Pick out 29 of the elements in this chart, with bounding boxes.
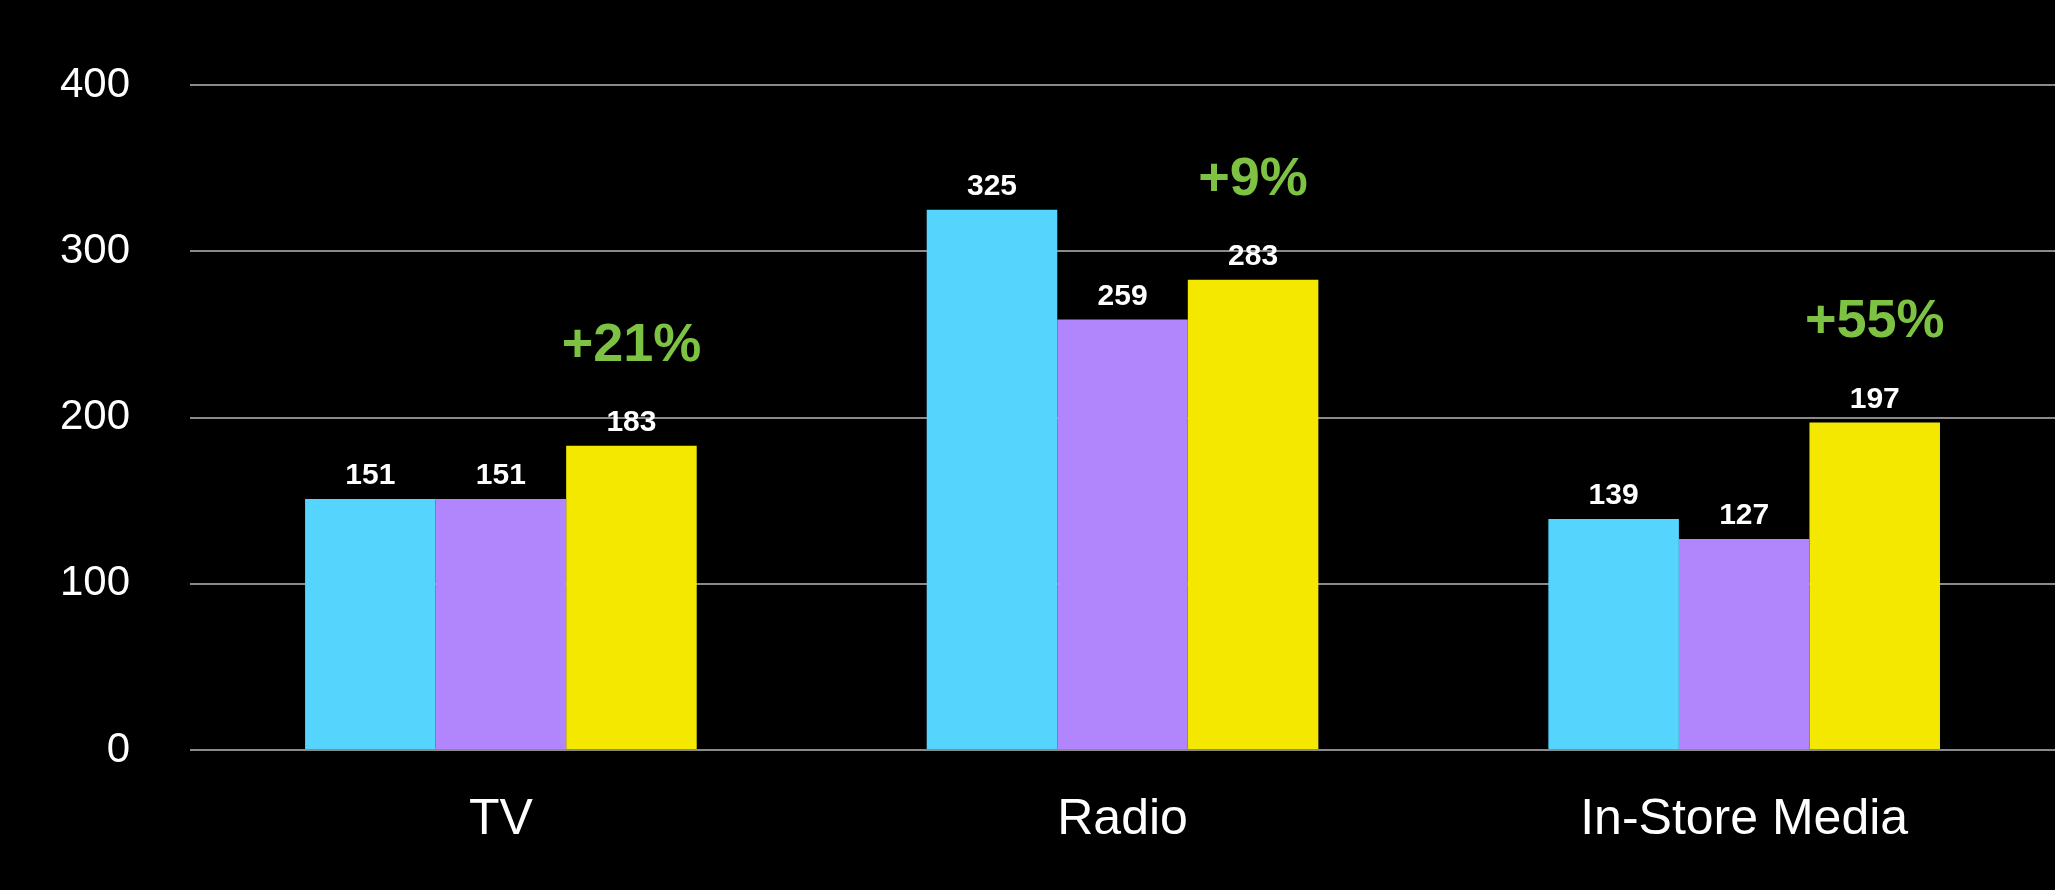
- bar: [1809, 422, 1940, 749]
- bar: [435, 499, 567, 749]
- data-label: 197: [1849, 380, 1900, 414]
- data-label: 325: [966, 168, 1018, 202]
- x-tick-label: Radio: [1057, 788, 1188, 845]
- bar: [1678, 538, 1810, 749]
- data-label: 151: [345, 457, 396, 491]
- bar: [1057, 319, 1188, 749]
- data-label: 183: [606, 404, 657, 438]
- x-tick-label: TV: [468, 788, 534, 845]
- x-tick-label: In-Store Media: [1580, 788, 1909, 845]
- bar: [566, 445, 697, 749]
- data-label: 127: [1719, 497, 1770, 531]
- data-label: 259: [1097, 277, 1148, 311]
- bar: [1187, 279, 1319, 749]
- annotation: +9%: [1198, 145, 1308, 206]
- bar: [305, 499, 436, 749]
- y-tick-label: 400: [60, 58, 131, 106]
- data-label: 283: [1228, 237, 1279, 271]
- data-label: 139: [1588, 477, 1639, 511]
- data-label: 151: [475, 457, 526, 491]
- annotation: +55%: [1804, 288, 1945, 349]
- y-tick-label: 200: [60, 391, 131, 439]
- bar: [1548, 518, 1679, 749]
- y-tick-label: 100: [60, 557, 131, 605]
- bar: [926, 209, 1058, 749]
- annotation: +21%: [561, 311, 702, 372]
- y-tick-label: 300: [60, 224, 131, 272]
- y-tick-label: 0: [106, 723, 131, 771]
